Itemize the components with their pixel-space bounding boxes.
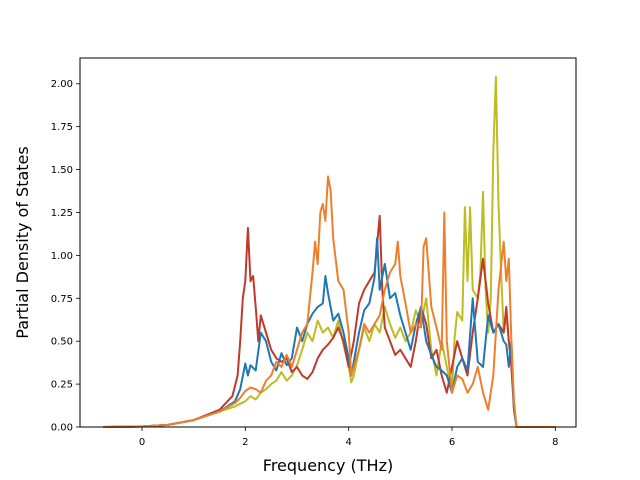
x-tick-label: 4 <box>345 437 351 448</box>
y-tick-label: 0.25 <box>51 380 73 391</box>
pdos-series-3-line <box>103 237 556 428</box>
pdos-series-1-line <box>103 75 556 428</box>
plot-frame <box>79 57 577 428</box>
y-tick-label: 0.50 <box>51 337 73 348</box>
y-tick-label: 0.75 <box>51 294 73 305</box>
y-tick-label: 1.75 <box>51 122 73 133</box>
y-tick-label: 0.00 <box>51 423 73 434</box>
y-axis-ticks: 0.00 0.25 0.50 0.75 1.00 1.25 1.50 1.75 2.00 <box>51 79 80 434</box>
pdos-series-2-line <box>103 214 556 428</box>
series-lines <box>103 75 556 428</box>
x-tick-label: 6 <box>449 437 455 448</box>
y-tick-label: 2.00 <box>51 79 73 90</box>
x-axis-ticks: 0 2 4 6 8 <box>139 427 559 448</box>
pdos-series-4-line <box>103 175 556 428</box>
x-tick-label: 2 <box>242 437 248 448</box>
y-axis-label: Partial Density of States <box>13 146 32 338</box>
y-tick-label: 1.25 <box>51 208 73 219</box>
x-tick-label: 8 <box>552 437 558 448</box>
y-tick-label: 1.00 <box>51 251 73 262</box>
x-tick-label: 0 <box>139 437 145 448</box>
y-tick-label: 1.50 <box>51 165 73 176</box>
x-axis-label: Frequency (THz) <box>263 456 393 475</box>
